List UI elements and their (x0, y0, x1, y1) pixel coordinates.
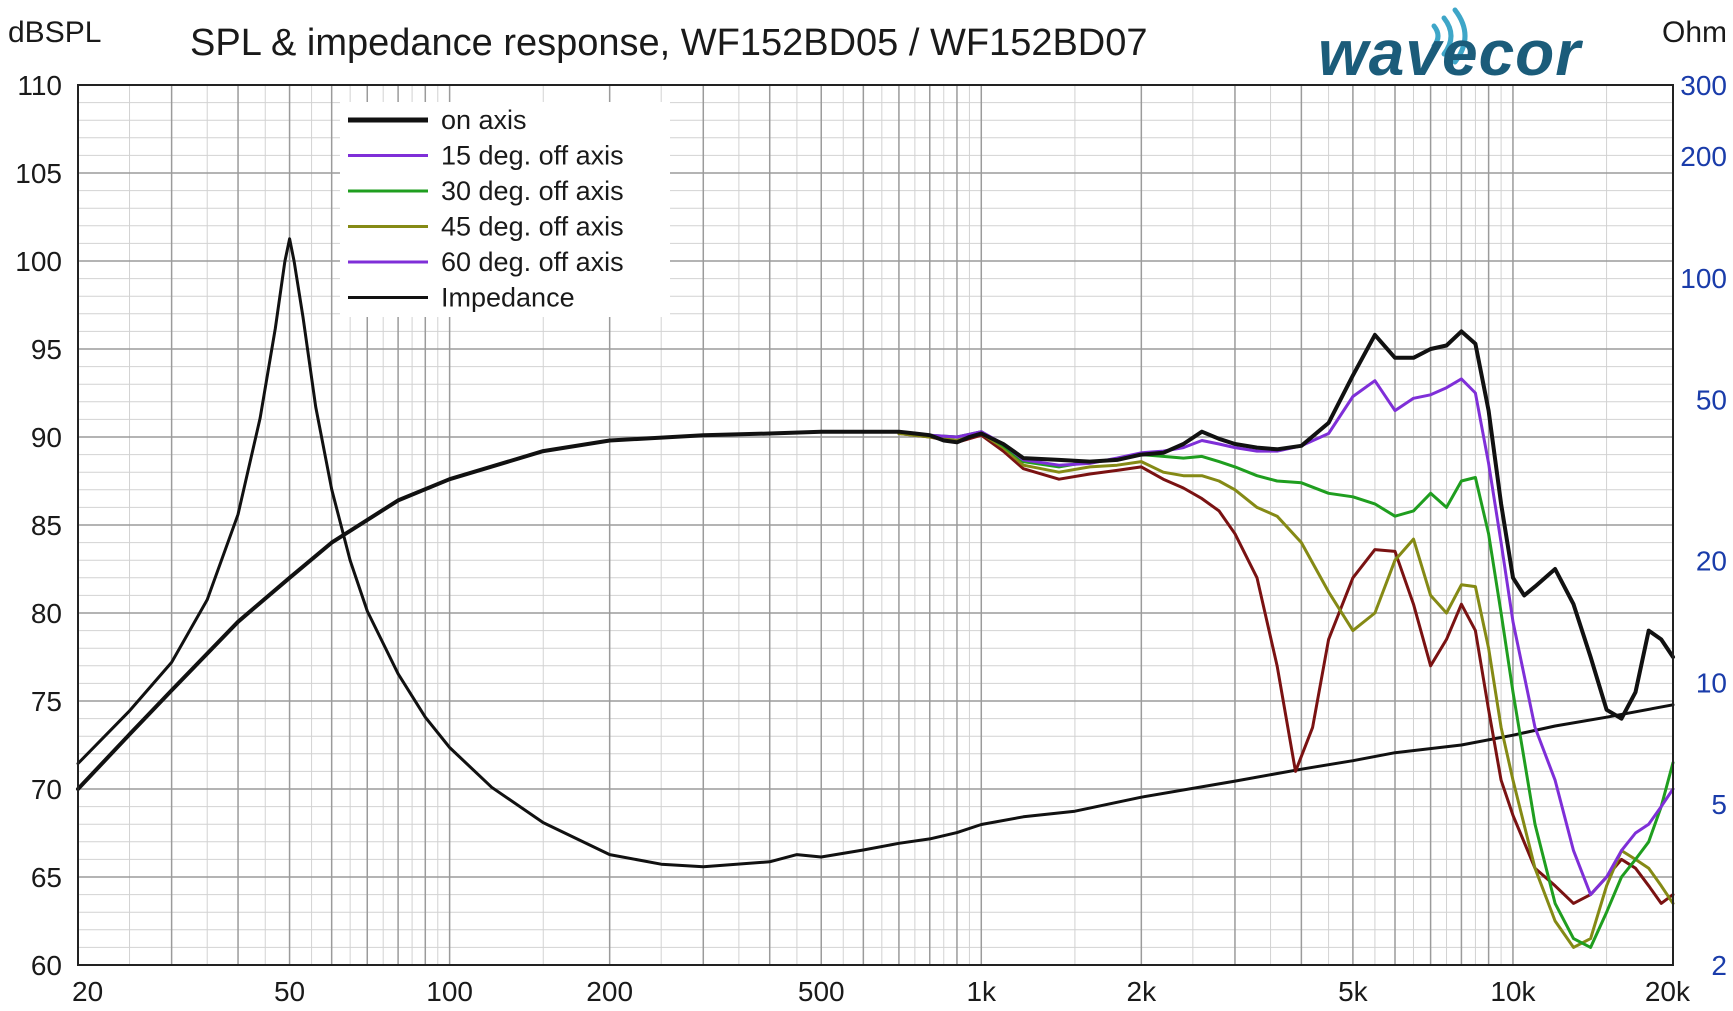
series-line-60-deg-off-axis (897, 432, 1675, 905)
legend-box (340, 102, 670, 317)
sound-wave-icon (1431, 7, 1468, 65)
x-tick-label: 20 (72, 976, 103, 1007)
y2-tick-label: 300 (1680, 70, 1727, 101)
y-tick-label: 65 (31, 862, 62, 893)
legend: on axis 15 deg. off axis 30 deg. off axis 4… (340, 102, 670, 317)
x-tick-label: 2k (1127, 976, 1158, 1007)
x-tick-label: 500 (798, 976, 845, 1007)
y2-tick-label: 5 (1711, 789, 1727, 820)
x-tick-label: 50 (274, 976, 305, 1007)
legend-label: 30 deg. off axis (441, 176, 624, 206)
x-tick-label: 10k (1490, 976, 1536, 1007)
legend-label: on axis (441, 105, 527, 135)
x-tick-label: 1k (966, 976, 997, 1007)
series-line-on-axis (76, 329, 1675, 791)
y2-tick-label: 50 (1696, 385, 1727, 416)
y-tick-label: 60 (31, 950, 62, 981)
y-tick-label: 90 (31, 422, 62, 453)
x-tick-label: 20k (1645, 976, 1691, 1007)
y-tick-label: 85 (31, 510, 62, 541)
legend-label: Impedance (441, 283, 575, 313)
legend-label: 60 deg. off axis (441, 247, 624, 277)
legend-label: 45 deg. off axis (441, 212, 624, 242)
series-line-15-deg-off-axis (897, 377, 1675, 897)
y2-tick-label: 200 (1680, 141, 1727, 172)
x-tick-label: 5k (1338, 976, 1369, 1007)
y-tick-label: 80 (31, 598, 62, 629)
chart-title: SPL & impedance response, WF152BD05 / WF… (190, 22, 1148, 64)
y-tick-label: 95 (31, 334, 62, 365)
y2-axis-label: Ohm (1662, 16, 1727, 49)
y2-tick-label: 10 (1696, 667, 1727, 698)
wavecor-logotype: wavecor (1318, 17, 1583, 89)
plot-frame (77, 84, 1674, 966)
y-tick-label: 75 (31, 686, 62, 717)
series-line-impedance (76, 237, 1675, 869)
y2-tick-label: 100 (1680, 263, 1727, 294)
x-tick-label: 200 (586, 976, 633, 1007)
y2-tick-label: 2 (1711, 950, 1727, 981)
y-tick-label: 105 (15, 158, 62, 189)
wavecor-logo: wavecor (1318, 7, 1583, 89)
y2-tick-label: 20 (1696, 546, 1727, 577)
y-tick-label: 70 (31, 774, 62, 805)
y-tick-label: 100 (15, 246, 62, 277)
y-tick-label: 110 (17, 70, 62, 101)
legend-label: 15 deg. off axis (441, 141, 624, 171)
y-axis-label: dBSPL (8, 16, 101, 49)
x-tick-label: 100 (426, 976, 473, 1007)
